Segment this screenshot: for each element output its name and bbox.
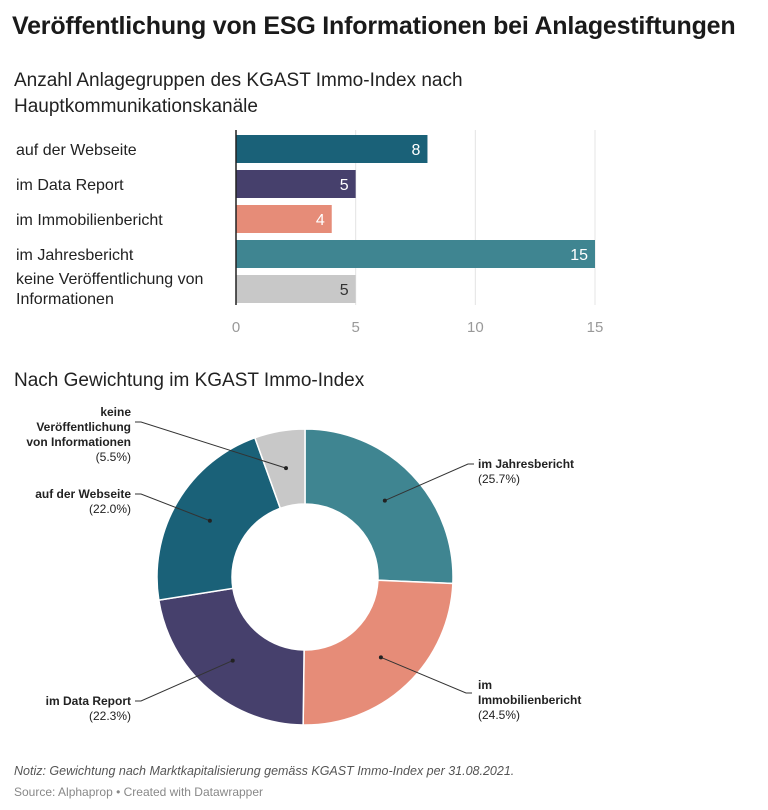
bar	[236, 275, 356, 303]
donut-slice-label: auf der Webseite	[35, 487, 131, 501]
bar	[236, 205, 332, 233]
leader-dot	[382, 498, 387, 503]
chart-note: Notiz: Gewichtung nach Marktkapitalisier…	[14, 764, 515, 778]
x-tick-label: 10	[467, 319, 484, 336]
pie-chart-subtitle: Nach Gewichtung im KGAST Immo-Index	[14, 370, 365, 391]
bar	[236, 135, 428, 163]
bar-value-label: 4	[316, 212, 325, 229]
donut-chart: im Jahresbericht(25.7%) im Immobilienberic…	[26, 405, 581, 726]
bar-value-label: 5	[340, 282, 349, 299]
donut-slice	[253, 428, 306, 510]
bar	[236, 240, 595, 268]
donut-slice-label: im Immobilienbericht	[478, 678, 581, 707]
donut-slice-label: im Jahresbericht	[478, 457, 574, 471]
bar-chart-subtitle: Anzahl Anlagegruppen des KGAST Immo-Inde…	[14, 70, 463, 117]
bar-category-label: im Jahresbericht	[16, 247, 134, 264]
donut-slice	[302, 579, 454, 726]
donut-slice-label: keine Veröffentlichung von Informationen	[26, 405, 131, 449]
chart-title: Veröffentlichung von ESG Informationen b…	[12, 12, 736, 40]
bar-value-label: 5	[340, 177, 349, 194]
bar-category-label: im Immobilienbericht	[16, 212, 163, 229]
bar-value-label: 8	[412, 142, 421, 159]
donut-slice	[157, 587, 305, 726]
x-tick-label: 5	[351, 319, 359, 336]
donut-slice-value: (22.3%)	[89, 709, 131, 723]
leader-dot	[230, 658, 235, 663]
x-tick-label: 15	[587, 319, 604, 336]
bar-chart: 0 5 10 15 auf der Webseite 8 im Data Report 5 im…	[16, 130, 604, 336]
donut-slice-label: im Data Report	[46, 694, 131, 708]
leader-line	[135, 421, 287, 469]
donut-slice-value: (5.5%)	[96, 450, 131, 464]
bar-value-label: 15	[570, 247, 588, 264]
bar-category-label: im Data Report	[16, 177, 124, 194]
leader-line	[380, 656, 472, 694]
donut-slice	[156, 436, 282, 602]
leader-dot	[284, 466, 289, 471]
leader-dot	[207, 518, 212, 523]
bar-category-label: keine Veröffentlichung von Informationen	[16, 271, 203, 308]
donut-slice-value: (24.5%)	[478, 708, 520, 722]
leader-dot	[378, 655, 383, 660]
donut-slice	[304, 428, 454, 585]
donut-slice-value: (25.7%)	[478, 472, 520, 486]
donut-slice-value: (22.0%)	[89, 502, 131, 516]
leader-line	[135, 493, 211, 522]
chart-source: Source: Alphaprop • Created with Datawra…	[14, 785, 264, 799]
leader-line	[384, 463, 474, 502]
leader-line	[135, 660, 233, 702]
bar-category-label: auf der Webseite	[16, 142, 137, 159]
x-tick-label: 0	[232, 319, 240, 336]
bar	[236, 170, 356, 198]
